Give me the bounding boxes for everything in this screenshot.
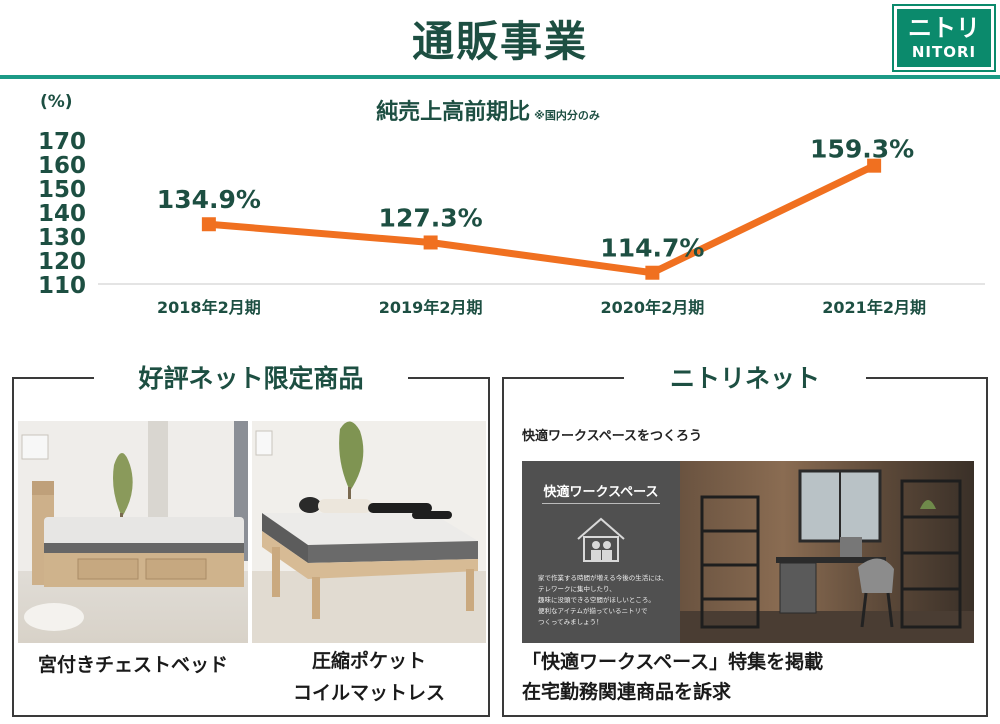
y-tick-label: 130	[38, 225, 86, 251]
panel-border-top-left	[12, 377, 94, 379]
x-tick-label: 2018年2月期	[157, 298, 261, 317]
nitori-logo: ニトリ NITORI	[892, 4, 996, 72]
product-name-mattress: 圧縮ポケット コイルマットレス	[252, 645, 486, 709]
y-axis-unit-label: (%)	[40, 92, 73, 112]
banner-body-line: 便利なアイテムが揃っているニトリで	[538, 607, 648, 615]
series-line-group	[208, 162, 876, 277]
chart-title-main: 純売上高前期比	[376, 99, 530, 125]
product-name-storage-bed: 宮付きチェストベッド	[37, 654, 228, 676]
y-tick-label: 110	[38, 273, 86, 299]
nitori-net-panel: ニトリネット 快適ワークスペースをつくろう 快適ワークスペース 家で作業する時間…	[502, 364, 988, 717]
banner-body-line: テレワークに集中したり、	[538, 585, 616, 593]
chart-title-note: ※国内分のみ	[534, 108, 600, 122]
x-tick-label: 2021年2月期	[822, 298, 926, 317]
banner-title: 快適ワークスペース	[543, 485, 659, 500]
workspace-feature-banner: 快適ワークスペース 家で作業する時間が増える今後の生活には、 テレワークに集中し…	[522, 461, 974, 643]
page-title: 通販事業	[411, 17, 588, 66]
title-rule	[0, 75, 1000, 79]
banner-body-text: 家で作業する時間が増える今後の生活には、 テレワークに集中したり、 趣味に没頭で…	[538, 573, 668, 628]
logo-latin: NITORI	[911, 43, 977, 61]
chart-title: 純売上高前期比 ※国内分のみ	[376, 99, 600, 125]
data-label: 134.9%	[157, 185, 261, 214]
data-label: 159.3%	[810, 135, 914, 164]
storage-bed-photo	[18, 421, 248, 643]
y-tick-label: 140	[38, 201, 86, 227]
product-name-mattress-line2: コイルマットレス	[292, 682, 445, 704]
panel-border-top-right	[866, 377, 988, 379]
net-panel-title: ニトリネット	[669, 364, 820, 393]
x-tick-label: 2020年2月期	[601, 298, 705, 317]
banner-body-line: 趣味に没頭できる空間がほしいところ。	[538, 596, 655, 604]
y-tick-label: 150	[38, 177, 86, 203]
data-point	[423, 235, 438, 250]
panel-border-top-right	[408, 377, 490, 379]
banner-body-line: つくってみましょう！	[538, 618, 603, 626]
y-tick-label: 170	[38, 129, 86, 155]
y-tick-label: 160	[38, 153, 86, 179]
panel-border-top-left	[502, 377, 624, 379]
series-points	[201, 158, 882, 280]
product-name-mattress-line1: 圧縮ポケット	[311, 650, 426, 672]
logo-kana: ニトリ	[908, 14, 980, 42]
workspace-room-photo	[680, 461, 974, 643]
banner-body-line: 家で作業する時間が増える今後の生活には、	[538, 574, 668, 582]
net-caption-line1: 「快適ワークスペース」特集を掲載	[522, 651, 824, 673]
net-exclusive-products-panel: 好評ネット限定商品	[12, 364, 490, 717]
series-line	[208, 162, 876, 277]
house-icon	[577, 517, 625, 562]
data-label: 127.3%	[379, 203, 483, 232]
y-tick-label: 120	[38, 249, 86, 275]
net-caption: 「快適ワークスペース」特集を掲載 在宅勤務関連商品を訴求	[522, 647, 823, 707]
banner-text-area: 快適ワークスペース 家で作業する時間が増える今後の生活には、 テレワークに集中し…	[522, 461, 680, 643]
net-page-subtitle: 快適ワークスペースをつくろう	[522, 429, 703, 444]
data-labels: 134.9% 127.3% 114.7% 159.3%	[157, 135, 914, 263]
banner-divider	[542, 503, 660, 504]
net-sales-growth-chart: (%) 純売上高前期比 ※国内分のみ 110120130140150160170 …	[38, 92, 985, 317]
data-label: 114.7%	[600, 234, 704, 263]
products-panel-title: 好評ネット限定商品	[138, 364, 364, 393]
data-point	[201, 217, 216, 232]
x-tick-label: 2019年2月期	[379, 298, 483, 317]
mattress-bed-photo	[252, 421, 486, 643]
x-axis-ticks: 2018年2月期 2019年2月期 2020年2月期 2021年2月期	[157, 298, 926, 317]
data-point	[867, 158, 882, 173]
data-point	[645, 265, 660, 280]
net-caption-line2: 在宅勤務関連商品を訴求	[522, 681, 732, 703]
